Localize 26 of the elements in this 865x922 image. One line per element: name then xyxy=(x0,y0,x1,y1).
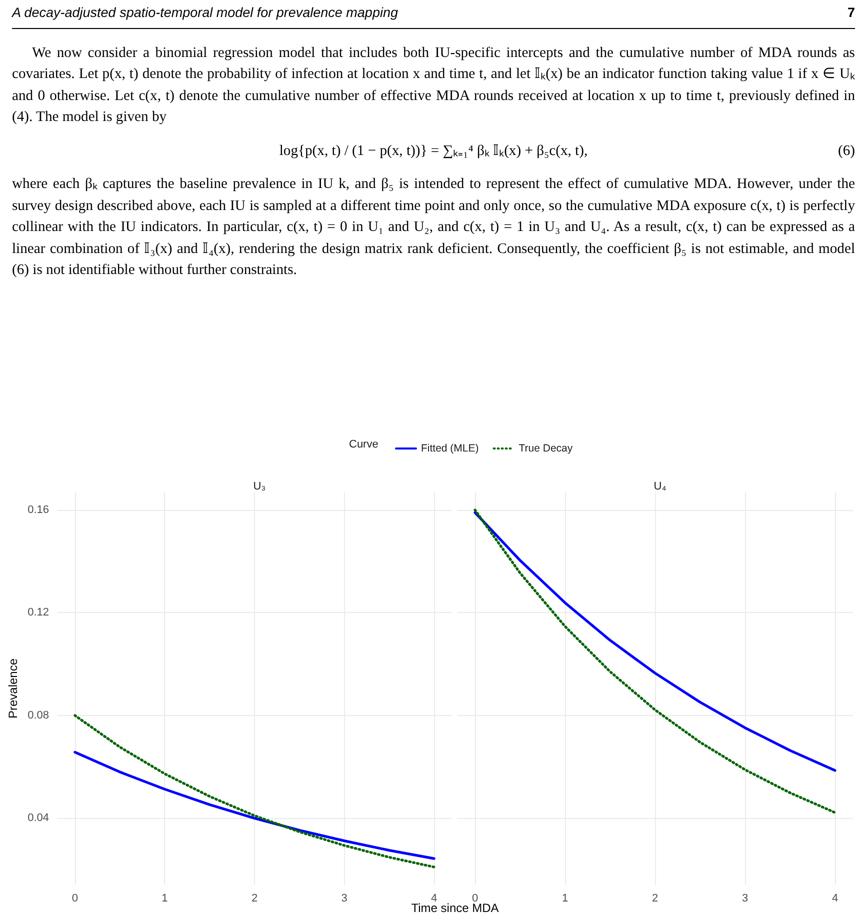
legend-label: True Decay xyxy=(518,442,574,454)
y-tick-label: 0.08 xyxy=(28,709,49,722)
y-tick-label: 0.04 xyxy=(28,812,49,824)
x-tick-label: 4 xyxy=(832,892,838,904)
x-tick-label: 3 xyxy=(742,892,748,904)
legend-label: Fitted (MLE) xyxy=(421,442,479,454)
x-tick-label: 1 xyxy=(162,892,168,904)
legend-title: Curve xyxy=(349,438,378,450)
text: (6) xyxy=(838,142,855,160)
chart-title: U₃ xyxy=(253,480,266,492)
text: We now consider a binomial regression model that includes both IU-specific intercepts and the cumulative number of MDA rounds as covariates. Let p(x, t) denote the probability of infection at location x and time t, and let 𝕀ₖ(x) be an indicator function taking value 1 if x ∈ Uₖ and 0 otherwise. Let c(x, t) denote the cumulative number of effective MDA rounds received at location x up to time t, previously defined in (4). The model is given by xyxy=(12,44,855,127)
text: 7 xyxy=(847,4,855,22)
line-series xyxy=(74,750,436,860)
chart-title: U₄ xyxy=(654,480,667,492)
x-tick-label: 1 xyxy=(562,892,568,904)
x-tick-label: 2 xyxy=(652,892,658,904)
x-tick-label: 0 xyxy=(72,892,78,904)
text: A decay-adjusted spatio-temporal model for prevalence mapping xyxy=(12,4,398,22)
y-axis-title: Prevalence xyxy=(6,658,20,719)
x-tick-label: 2 xyxy=(251,892,258,904)
y-tick-label: 0.12 xyxy=(28,606,49,619)
text: where each βₖ captures the baseline prevalence in IU k, and β₅ is intended to represent the effect of cumulative MDA. However, under the survey design described above, each IU is sampled at a different time point and only once, so the cumulative MDA exposure c(x, t) is perfectly collinear with the IU indicators. In particular, c(x, t) = 0 in U₁ and U₂, and c(x, t) = 1 in U₃ and U₄. As a result, c(x, t) can be expressed as a linear combination of 𝕀₃(x) and 𝕀₄(x), rendering the design matrix rank deficient. Consequently, the coefficient β₅ is not estimable, and model (6) is not identifiable without further constraints. xyxy=(12,175,855,280)
line-series xyxy=(74,714,436,868)
x-tick-label: 3 xyxy=(341,892,348,904)
y-tick-label: 0.16 xyxy=(28,504,49,516)
text: log{p(x, t) / (1 − p(x, t))} = ∑ₖ₌₁⁴ βₖ 𝕀ₖ(x) + β₅c(x, t), xyxy=(279,142,588,158)
